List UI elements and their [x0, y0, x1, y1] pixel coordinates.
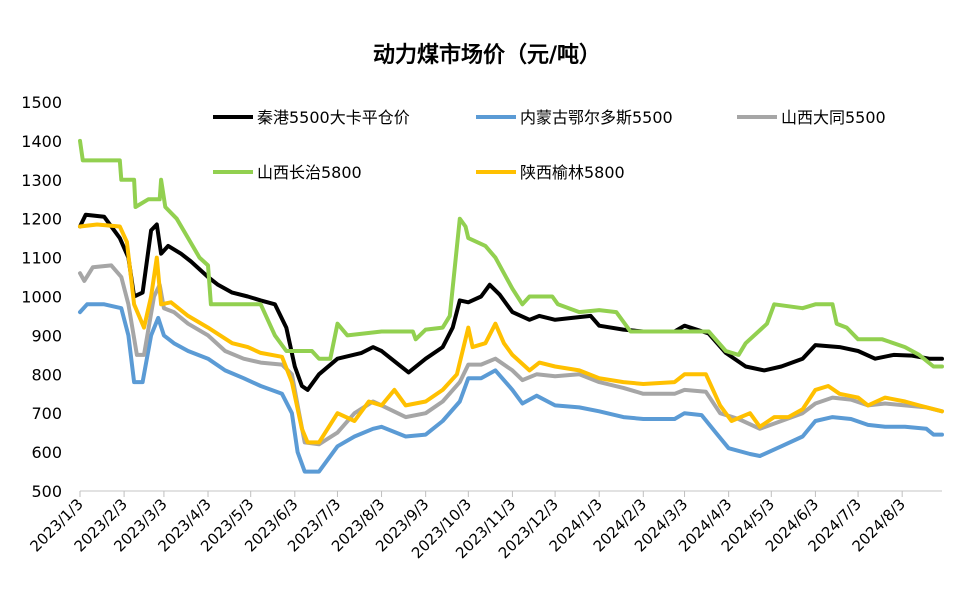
- legend: 秦港5500大卡平仓价 内蒙古鄂尔多斯5500 山西大同5500 山西长治5800 陕西…: [213, 108, 886, 182]
- series-line-3: [78, 138, 944, 369]
- y-tick-label: 1300: [21, 171, 62, 190]
- legend-label: 陕西榆林5800: [520, 163, 625, 182]
- y-tick-label: 1400: [21, 132, 62, 151]
- chart-title: 动力煤市场价（元/吨）: [373, 42, 601, 68]
- y-tick-label: 600: [31, 443, 62, 462]
- y-tick-label: 1100: [21, 249, 62, 268]
- legend-label: 山西长治5800: [257, 163, 362, 182]
- series-line-1: [78, 302, 944, 474]
- y-tick-label: 900: [31, 326, 62, 345]
- series-line-4: [78, 222, 944, 445]
- y-tick-label: 500: [31, 482, 62, 501]
- legend-label: 山西大同5500: [781, 108, 886, 127]
- legend-item: 陕西榆林5800: [476, 163, 625, 182]
- legend-label: 内蒙古鄂尔多斯5500: [520, 108, 673, 127]
- series-line-0: [78, 212, 944, 392]
- legend-item: 山西长治5800: [213, 163, 362, 182]
- y-tick-label: 1000: [21, 288, 62, 307]
- legend-label: 秦港5500大卡平仓价: [257, 108, 410, 127]
- y-tick-label: 800: [31, 365, 62, 384]
- legend-item: 内蒙古鄂尔多斯5500: [476, 108, 673, 127]
- legend-item: 山西大同5500: [737, 108, 886, 127]
- y-tick-label: 700: [31, 404, 62, 423]
- legend-item: 秦港5500大卡平仓价: [213, 108, 410, 127]
- y-tick-label: 1200: [21, 210, 62, 229]
- y-tick-label: 1500: [21, 93, 62, 112]
- series-lines: [78, 138, 944, 474]
